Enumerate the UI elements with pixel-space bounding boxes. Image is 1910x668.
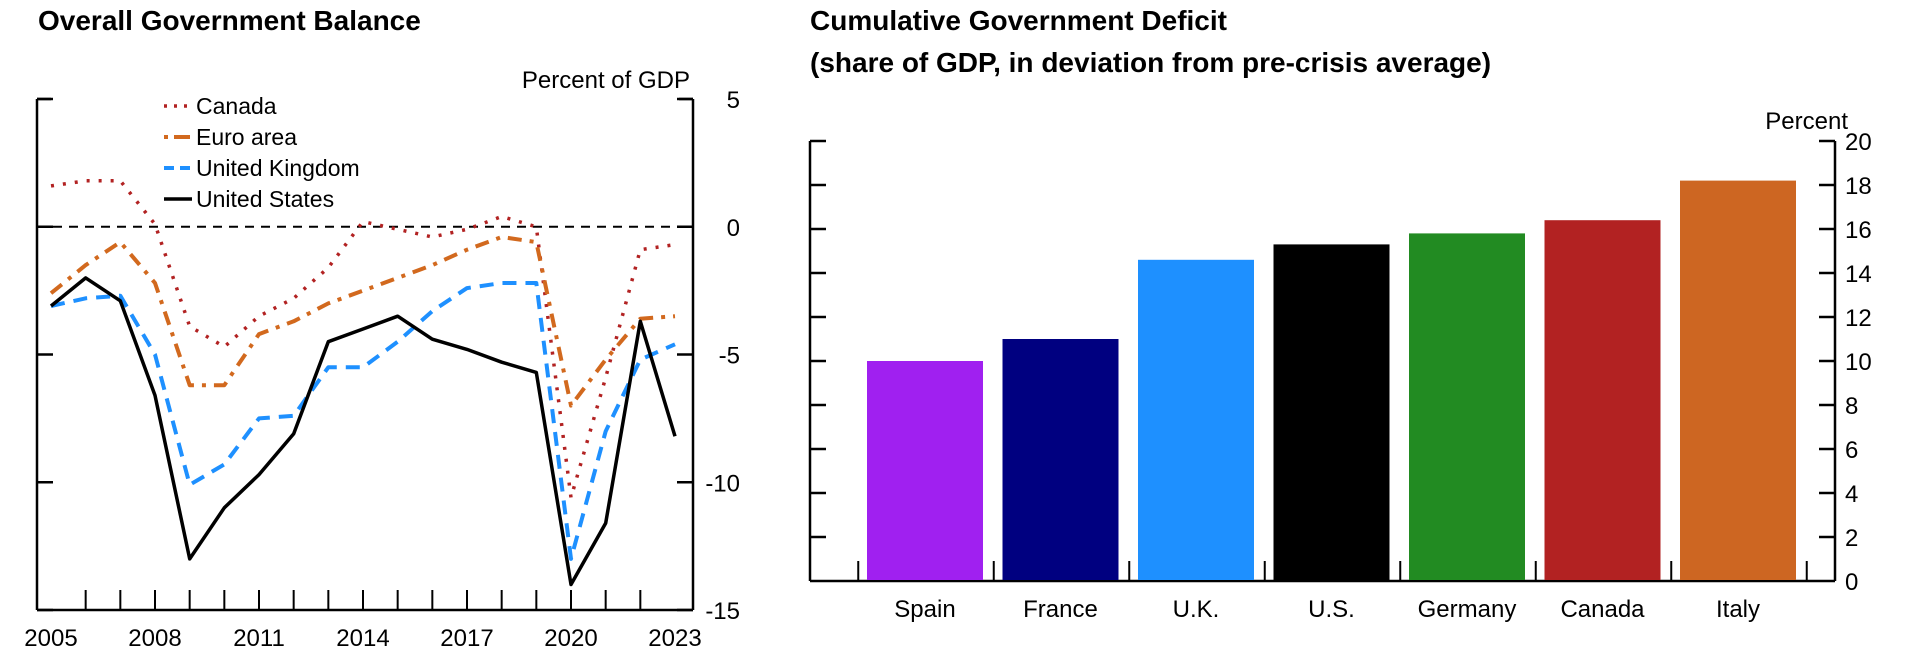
bar-france [1002, 339, 1119, 580]
series-line-united-kingdom [50, 281, 676, 561]
bar-italy [1680, 180, 1796, 580]
y-tick-label: 8 [1845, 393, 1858, 420]
y-tick-label: 18 [1845, 173, 1872, 200]
x-tick-label: U.K. [1173, 596, 1220, 623]
x-tick-label: Canada [1560, 596, 1645, 623]
bar-uk [1138, 259, 1254, 580]
y-tick-label: -10 [705, 470, 740, 497]
y-tick-label: 5 [727, 87, 740, 114]
bar-spain [867, 361, 983, 580]
x-tick-label: France [1023, 596, 1098, 623]
x-tick-label: 2011 [233, 625, 285, 652]
x-tick-label: U.S. [1308, 596, 1355, 623]
x-tick-label: Spain [894, 596, 955, 623]
x-tick-label: 2014 [336, 625, 389, 652]
bar-germany [1409, 233, 1525, 580]
x-tick-label: 2023 [648, 625, 701, 652]
bar-canada [1544, 220, 1661, 580]
line-chart: 5 0 -5 -10 -15 2005 2008 2011 2014 2017 2020 2023 Pe… [24, 67, 740, 652]
y-tick-label: 16 [1845, 217, 1872, 244]
y-tick-label: 10 [1845, 349, 1872, 376]
legend-label: United States [196, 186, 334, 212]
y-tick-label: 20 [1845, 129, 1872, 156]
y-tick-label: 4 [1845, 481, 1858, 508]
legend-label: United Kingdom [196, 155, 360, 181]
y-axis-unit-label: Percent [1765, 108, 1848, 135]
series-line-euro-area [49, 235, 676, 408]
y-tick-label: 6 [1845, 437, 1858, 464]
legend-label: Canada [196, 93, 277, 119]
line-chart-title: Overall Government Balance [38, 5, 421, 36]
y-tick-label: -5 [719, 343, 740, 370]
series-line-united-states [49, 276, 677, 587]
y-tick-label: -15 [705, 598, 740, 625]
y-tick-label: 2 [1845, 525, 1858, 552]
x-tick-label: 2020 [544, 625, 597, 652]
y-tick-label: 12 [1845, 305, 1872, 332]
x-tick-label: Germany [1418, 596, 1517, 623]
x-tick-label: 2008 [128, 625, 181, 652]
bar-chart-subtitle: (share of GDP, in deviation from pre-cri… [810, 47, 1492, 78]
bar-chart-title: Cumulative Government Deficit [810, 5, 1227, 36]
x-tick-label: 2005 [24, 625, 77, 652]
bar-us [1273, 244, 1390, 580]
y-tick-label: 0 [727, 215, 740, 242]
x-tick-label: 2017 [440, 625, 493, 652]
y-axis-unit-label: Percent of GDP [522, 67, 690, 94]
y-tick-label: 14 [1845, 261, 1872, 288]
y-tick-label: 0 [1845, 569, 1858, 596]
x-tick-label: Italy [1716, 596, 1760, 623]
legend-label: Euro area [196, 124, 297, 150]
